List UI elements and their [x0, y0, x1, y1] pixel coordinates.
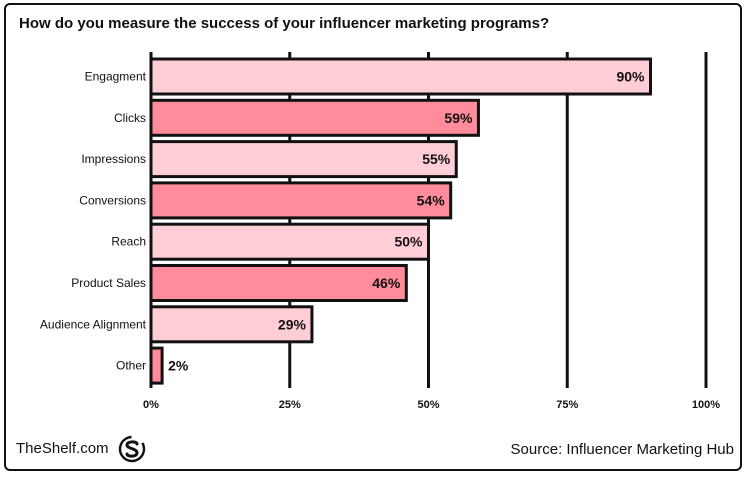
source-note: Source: Influencer Marketing Hub [510, 441, 734, 458]
bar-engagment [149, 57, 652, 96]
s-circle-logo-icon [118, 435, 146, 463]
x-tick-label: 25% [279, 399, 301, 411]
bar-audience-alignment [149, 305, 314, 344]
chart-title: How do you measure the success of your i… [19, 15, 550, 32]
x-tick-label: 50% [417, 399, 439, 411]
bar-other [149, 346, 164, 385]
data-label: 2% [168, 358, 189, 374]
data-label: 54% [417, 192, 446, 208]
x-tick-label: 75% [556, 399, 578, 411]
category-label: Product Sales [71, 276, 146, 290]
bar-impressions [149, 140, 458, 179]
data-label: 46% [372, 275, 401, 291]
bar-reach [149, 222, 430, 261]
data-label: 90% [616, 69, 645, 85]
category-label: Reach [111, 235, 146, 249]
bar-conversions [149, 181, 453, 220]
category-label: Impressions [81, 152, 146, 166]
bar-clicks [149, 98, 480, 137]
data-label: 55% [422, 151, 451, 167]
x-tick-label: 100% [692, 399, 720, 411]
bar-product-sales [149, 264, 408, 302]
category-label: Clicks [114, 111, 146, 125]
data-label: 29% [278, 316, 307, 332]
category-label: Conversions [79, 193, 146, 207]
data-label: 59% [444, 110, 473, 126]
brand-name: TheShelf.com [16, 440, 109, 457]
category-label: Other [116, 359, 146, 373]
category-label: Audience Alignment [40, 317, 147, 331]
category-label: Engagment [85, 70, 147, 84]
data-label: 50% [394, 234, 423, 250]
x-tick-label: 0% [143, 399, 159, 411]
